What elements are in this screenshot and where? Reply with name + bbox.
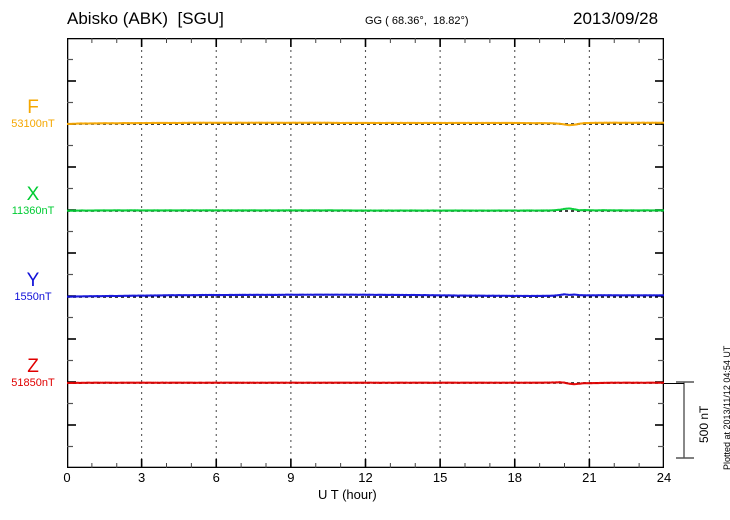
component-label-x: X 11360nT — [0, 185, 66, 218]
trace-y — [67, 293, 664, 298]
x-tick-label-15: 15 — [432, 470, 448, 485]
x-tick-label-3: 3 — [138, 470, 146, 485]
data-line-f — [67, 121, 664, 127]
component-value-f: 53100nT — [11, 118, 55, 130]
component-value-z: 51850nT — [11, 377, 55, 389]
component-value-y: 1550nT — [14, 291, 52, 303]
component-label-f: F 53100nT — [0, 98, 66, 131]
x-tick-label-9: 9 — [287, 470, 295, 485]
scale-bar-svg — [676, 381, 694, 459]
x-tick-label-21: 21 — [582, 470, 597, 485]
x-tick-label-6: 6 — [212, 470, 220, 485]
component-name-z: Z — [27, 356, 39, 377]
plotted-timestamp: Plotted at 2013/11/12 04:54 UT — [722, 345, 730, 470]
trace-z — [67, 381, 664, 386]
data-line-y — [67, 293, 664, 298]
x-tick-label-12: 12 — [358, 470, 373, 485]
data-line-x — [67, 207, 664, 212]
x-tick-label-0: 0 — [63, 470, 71, 485]
page-title: Abisko (ABK) [SGU] — [67, 9, 224, 28]
geographic-coordinates: GG ( 68.36°, 18.82°) — [365, 15, 469, 27]
component-label-z: Z 51850nT — [0, 357, 66, 390]
component-name-y: Y — [26, 270, 40, 291]
trace-x — [67, 207, 664, 212]
z-baseline-extension-mark — [664, 383, 684, 384]
plot-frame — [67, 38, 664, 468]
component-name-f: F — [27, 97, 39, 118]
trace-f — [67, 121, 664, 127]
data-line-z — [67, 381, 664, 386]
scale-bar-label: 500 nT — [697, 405, 711, 443]
x-axis-label: U T (hour) — [318, 487, 377, 502]
plot-svg — [67, 38, 664, 468]
component-label-y: Y 1550nT — [0, 271, 66, 304]
x-tick-label-18: 18 — [507, 470, 522, 485]
component-value-x: 11360nT — [11, 205, 55, 217]
magnetogram-plot — [67, 38, 664, 468]
component-name-x: X — [26, 184, 40, 205]
observation-date: 2013/09/28 — [573, 9, 659, 28]
x-tick-label-24: 24 — [656, 470, 672, 485]
